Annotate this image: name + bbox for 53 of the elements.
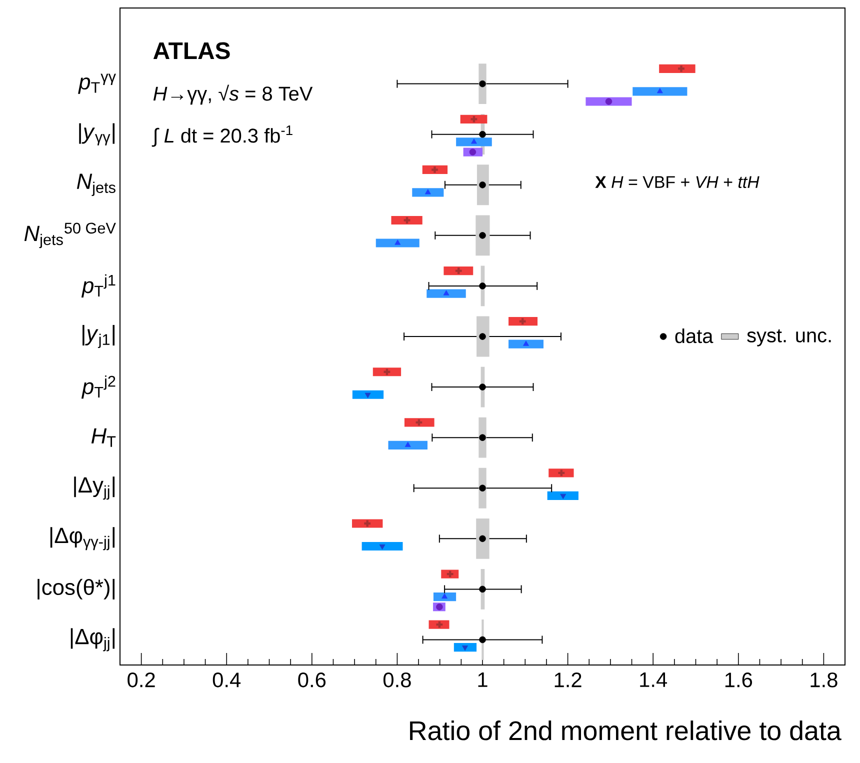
bar [508,340,544,348]
bar [476,518,490,559]
x-tick-label: 1.2 [554,672,582,688]
bar [586,97,632,106]
bar [352,519,383,528]
x-tick-label: 1.6 [725,672,752,688]
annotation: H→γγ, √s = 8 TeV [153,84,313,105]
bar [391,216,422,225]
bar [412,188,444,197]
y-tick-label: p$_{T}$γγ [78,74,116,94]
y-tick-label: p$_{T}$j2 [81,375,116,399]
y-tick-label: |Δφ$_{jj}$| [70,628,115,652]
bar [433,592,456,602]
bar [376,238,420,248]
x-tick-label: 0.4 [212,672,241,688]
bar [444,266,474,276]
bar [476,316,490,357]
legend-label: data [675,328,714,344]
y-tick-label: N$_{jets}$ [76,174,116,196]
annotation: ATLAS [153,42,230,60]
bar [548,468,574,478]
legend-label: syst. unc. [747,329,831,346]
bar [547,491,578,500]
bar [508,317,538,326]
y-tick-label: |Δy$_{jj}$| [74,476,115,500]
x-tick-label: 0.6 [298,672,326,688]
x-axis-title: Ratio of 2nd moment relative to data [410,720,842,740]
y-tick-label: H$_{T}$ [91,428,116,447]
bar [476,164,489,206]
bar [659,64,696,73]
annotation: X H = VBF + VH + ttH [595,176,760,188]
bar [372,368,402,376]
y-tick-label: N$_{jets}$50 GeV [24,222,116,248]
x-tick-label: 0.2 [128,672,155,688]
y-tick-label: |y$_{γγ}$| [79,123,115,146]
bar [454,643,477,652]
x-tick-label: 1 [478,672,488,687]
x-tick-label: 1.4 [640,672,668,687]
y-tick-label: |y$_{j1}$| [82,324,115,348]
x-tick-label: 1.8 [810,672,838,688]
y-tick-label: p$_{T}$j1 [81,274,116,298]
bar [456,138,492,146]
bar [388,440,428,450]
bar [362,542,403,551]
y-tick-label: |Δφ$_{γγ-jj}$| [50,527,115,550]
bar [352,390,384,399]
annotation: ∫ L dt = 20.3 fb$^{-1}$ [152,125,292,147]
y-tick-label: |cos(θ*)| [38,578,115,600]
bar [476,215,490,256]
bar [632,87,688,96]
x-tick-label: 0.8 [383,672,411,688]
bar [426,289,466,298]
bar [404,418,434,427]
